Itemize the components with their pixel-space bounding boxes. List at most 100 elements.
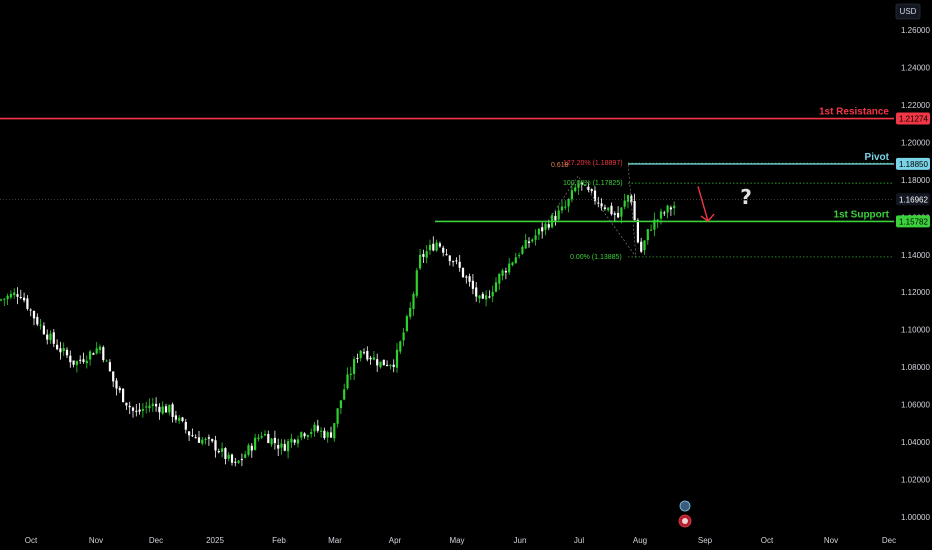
candle-body bbox=[663, 212, 666, 214]
candle-body bbox=[92, 353, 95, 355]
candle-body bbox=[293, 439, 296, 443]
candle-body bbox=[617, 213, 620, 218]
candle-body bbox=[607, 207, 610, 211]
candle-body bbox=[640, 241, 643, 252]
candle-body bbox=[227, 454, 230, 459]
candle-body bbox=[82, 359, 85, 362]
candle-body bbox=[277, 444, 280, 449]
candle-body bbox=[197, 437, 201, 443]
candle-body bbox=[313, 424, 316, 432]
candle-body bbox=[646, 229, 649, 241]
candle-body bbox=[419, 254, 422, 269]
y-tick-label: 1.10000 bbox=[901, 326, 930, 335]
candle-body bbox=[392, 364, 395, 367]
candle-body bbox=[36, 316, 39, 325]
candle-body bbox=[224, 448, 227, 460]
candle-body bbox=[577, 184, 580, 188]
y-tick-label: 1.06000 bbox=[901, 401, 930, 410]
candle-body bbox=[329, 432, 333, 438]
candle-body bbox=[62, 348, 65, 351]
candle-body bbox=[395, 349, 399, 368]
candle-body bbox=[336, 408, 339, 424]
candle-body bbox=[79, 359, 82, 361]
candle-body bbox=[669, 207, 672, 210]
candle-body bbox=[511, 262, 514, 265]
candle-body bbox=[201, 439, 204, 444]
candle-body bbox=[584, 184, 587, 186]
candle-body bbox=[432, 243, 435, 251]
level-label: 1st Resistance bbox=[819, 107, 889, 118]
candle-body bbox=[359, 350, 362, 359]
event-markers[interactable] bbox=[678, 500, 692, 528]
candle-body bbox=[494, 282, 498, 292]
candle-body bbox=[603, 207, 606, 209]
y-tick-label: 1.12000 bbox=[901, 288, 930, 297]
y-tick-label: 1.14000 bbox=[901, 251, 930, 260]
candle-body bbox=[270, 438, 273, 445]
candle-body bbox=[435, 242, 438, 251]
candle-body bbox=[125, 402, 128, 406]
candle-body bbox=[300, 432, 303, 438]
x-tick-label: Apr bbox=[389, 536, 402, 545]
candle-body bbox=[174, 415, 177, 420]
candle-body bbox=[382, 359, 385, 366]
candle-body bbox=[650, 229, 653, 231]
candle-body bbox=[237, 460, 240, 463]
y-tick-label: 1.18000 bbox=[901, 176, 930, 185]
level-price-tag bbox=[896, 215, 930, 228]
candle-body bbox=[425, 251, 428, 258]
candle-body bbox=[131, 407, 135, 411]
candle-body bbox=[488, 296, 491, 298]
candle-body bbox=[442, 247, 445, 253]
candle-body bbox=[527, 241, 531, 243]
y-tick-label: 1.20000 bbox=[901, 138, 930, 147]
fib-level-label: 0.00% (1.13885) bbox=[570, 254, 622, 261]
candle-body bbox=[9, 293, 12, 298]
candle-body bbox=[498, 273, 501, 284]
fibonacci-extension: 127.20% (1.18897) 100.00% (1.17825) 0.00% … bbox=[547, 160, 894, 261]
y-tick-label: 1.24000 bbox=[901, 63, 930, 72]
candle-body bbox=[465, 276, 468, 278]
candle-body bbox=[65, 349, 69, 356]
candle-body bbox=[343, 389, 346, 400]
candle-body bbox=[115, 380, 118, 389]
candle-body bbox=[263, 433, 267, 436]
candle-body bbox=[326, 432, 329, 438]
question-mark: ? bbox=[740, 185, 752, 209]
candle-body bbox=[260, 435, 263, 438]
candle-body bbox=[141, 409, 144, 411]
candle-body bbox=[148, 405, 151, 409]
x-tick-label: Nov bbox=[824, 536, 838, 545]
x-tick-label: 2025 bbox=[206, 536, 224, 545]
candle-body bbox=[613, 213, 616, 215]
y-tick-label: 1.26000 bbox=[901, 26, 930, 35]
y-tick-label: 1.04000 bbox=[901, 438, 930, 447]
candle-body bbox=[554, 215, 557, 221]
candle-body bbox=[504, 271, 507, 273]
candle-body bbox=[75, 361, 78, 365]
candle-body bbox=[346, 374, 349, 389]
candle-body bbox=[108, 362, 111, 372]
candle-body bbox=[438, 243, 441, 247]
candle-body bbox=[518, 255, 521, 257]
candle-body bbox=[164, 406, 168, 413]
candle-body bbox=[557, 210, 560, 220]
candle-body bbox=[135, 410, 138, 412]
candle-body bbox=[287, 441, 290, 452]
candle-body bbox=[524, 240, 527, 249]
candle-body bbox=[415, 270, 418, 296]
candle-body bbox=[537, 228, 540, 235]
candle-body bbox=[3, 298, 6, 300]
projection-arrow-head bbox=[700, 213, 715, 222]
candle-body bbox=[366, 350, 369, 360]
candle-body bbox=[105, 360, 108, 362]
candle-body bbox=[207, 437, 210, 439]
candle-body bbox=[445, 254, 448, 256]
x-tick-label: Oct bbox=[25, 536, 38, 545]
current-price-value: 1.16962 bbox=[899, 195, 928, 204]
candle-body bbox=[39, 324, 42, 326]
candle-body bbox=[409, 307, 412, 317]
candle-body bbox=[597, 202, 600, 204]
level-price-tag bbox=[896, 157, 930, 170]
